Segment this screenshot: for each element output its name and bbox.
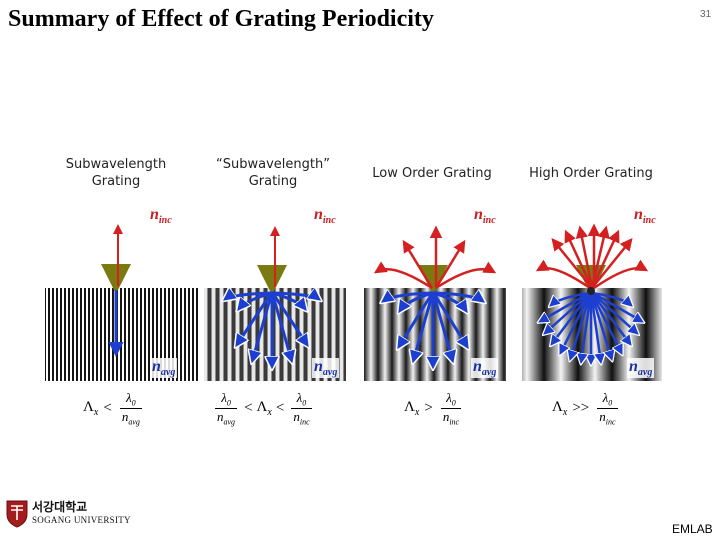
panel-4-label-line1: High Order Grating	[529, 166, 653, 181]
eq4-fraction: λ0 ninc	[597, 390, 618, 427]
panel-2-transmitted-fan	[224, 292, 320, 368]
panel-4-n-avg: navg	[627, 358, 655, 379]
eq4-op: >>	[572, 399, 590, 416]
panel-4-n-inc: ninc	[634, 206, 656, 227]
panel-4-diagram	[522, 202, 662, 381]
panel-2-label-line1: “Subwavelength”	[216, 157, 330, 172]
page-number: 31	[700, 9, 712, 20]
eq1-fraction: λ0 navg	[119, 390, 142, 427]
panel-3-label-line1: Low Order Grating	[372, 166, 492, 181]
panel-4-label: High Order Grating	[518, 165, 664, 182]
panel-3-transmitted-fan	[382, 292, 484, 368]
panel-1-n-avg: navg	[150, 358, 178, 379]
logo-english-text: SOGANG UNIVERSITY	[32, 515, 131, 525]
panel-3-equation: Λx > λ0 ninc	[404, 390, 464, 426]
panel-4-equation: Λx >> λ0 ninc	[552, 390, 621, 426]
panel-2-n-avg: navg	[312, 358, 340, 379]
eq2-fraction-left: λ0 navg	[215, 390, 238, 427]
eq3-lhs: Λx	[404, 398, 420, 418]
eq2-op1: <	[244, 399, 253, 416]
panel-2-n-inc: ninc	[314, 206, 336, 227]
logo-korean-text: 서강대학교	[32, 500, 88, 514]
eq1-lhs: Λx	[83, 398, 99, 418]
panel-1-diagram	[45, 202, 198, 381]
panel-1-label: Subwavelength Grating	[50, 156, 182, 190]
panel-3-diagram	[364, 202, 506, 381]
panel-1-equation: Λx < λ0 navg	[83, 390, 145, 426]
eq2-mid: Λx	[256, 398, 272, 418]
panel-2-label-line2: Grating	[248, 174, 298, 189]
panel-2-label: “Subwavelength” Grating	[204, 156, 342, 190]
panel-1-n-inc: ninc	[150, 206, 172, 227]
panel-2-diagram	[204, 202, 346, 381]
eq1-op: <	[103, 399, 112, 416]
eq2-fraction-right: λ0 ninc	[291, 390, 312, 427]
panel-3-label: Low Order Grating	[360, 165, 504, 182]
slide-title: Summary of Effect of Grating Periodicity	[8, 6, 434, 32]
eq4-lhs: Λx	[552, 398, 568, 418]
panel-4-transmitted-fan	[539, 290, 643, 364]
panel-2-equation: λ0 navg < Λx < λ0 ninc	[212, 390, 315, 426]
footer-emlab: EMLAB	[672, 522, 713, 536]
panel-1-label-line1: Subwavelength	[65, 157, 167, 172]
eq3-op: >	[424, 399, 433, 416]
panel-3-n-inc: ninc	[474, 206, 496, 227]
panel-1-label-line2: Grating	[91, 174, 141, 189]
university-logo: 서강대학교 SOGANG UNIVERSITY	[6, 500, 131, 528]
panel-3-reflected-fan	[373, 225, 497, 290]
eq3-fraction: λ0 ninc	[440, 390, 462, 427]
panel-4-origin-dot	[587, 287, 595, 295]
panel-4-reflected-fan	[535, 223, 649, 290]
panel-3-n-avg: navg	[471, 358, 499, 379]
eq2-op2: <	[275, 399, 285, 416]
university-shield-icon	[6, 500, 28, 528]
